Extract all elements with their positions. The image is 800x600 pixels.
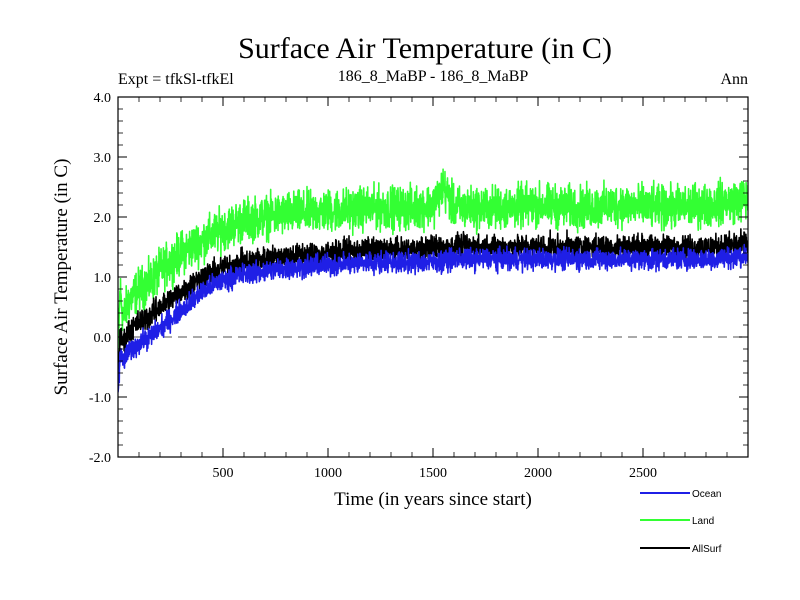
y-tick-label: 4.0 <box>94 91 112 106</box>
x-axis-label: Time (in years since start) <box>334 489 532 510</box>
y-tick-label: 1.0 <box>94 271 112 286</box>
x-tick-label: 500 <box>213 466 234 481</box>
x-tick-label: 1500 <box>419 466 447 481</box>
experiment-label: Expt = tfkSl-tfkEl <box>118 71 234 88</box>
x-tick-label: 2500 <box>629 466 657 481</box>
x-tick-labels: 500 1000 1500 2000 2500 <box>213 466 658 481</box>
x-tick-label: 1000 <box>314 466 342 481</box>
chart-title: Surface Air Temperature (in C) <box>238 32 612 65</box>
x-tick-label: 2000 <box>524 466 552 481</box>
axis-ticks <box>118 96 748 458</box>
y-tick-label: -1.0 <box>89 391 111 406</box>
period-label: 186_8_MaBP - 186_8_MaBP <box>338 68 529 85</box>
legend-label-allsurf: AllSurf <box>692 544 722 555</box>
legend: Ocean Land AllSurf <box>640 489 722 555</box>
series-line-ocean <box>118 243 748 393</box>
series-group <box>118 168 748 393</box>
y-tick-label: 2.0 <box>94 211 112 226</box>
y-tick-label: 0.0 <box>94 331 112 346</box>
y-axis-label: Surface Air Temperature (in C) <box>51 159 72 396</box>
legend-label-land: Land <box>692 516 714 527</box>
legend-label-ocean: Ocean <box>692 489 721 500</box>
y-tick-label: 3.0 <box>94 151 112 166</box>
series-line-land <box>118 168 748 354</box>
y-tick-label: -2.0 <box>89 451 111 466</box>
season-label: Ann <box>720 71 748 88</box>
y-tick-labels: -2.0 -1.0 0.0 1.0 2.0 3.0 4.0 <box>89 91 111 466</box>
